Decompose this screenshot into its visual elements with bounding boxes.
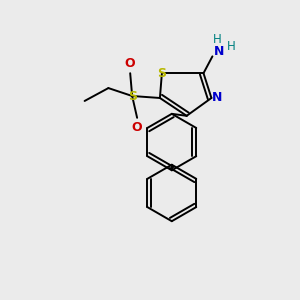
Text: H: H: [227, 40, 236, 53]
Text: S: S: [128, 89, 137, 103]
Text: N: N: [212, 92, 223, 104]
Text: O: O: [132, 121, 142, 134]
Text: H: H: [213, 33, 222, 46]
Text: N: N: [214, 45, 224, 58]
Text: O: O: [125, 57, 136, 70]
Text: S: S: [158, 67, 166, 80]
